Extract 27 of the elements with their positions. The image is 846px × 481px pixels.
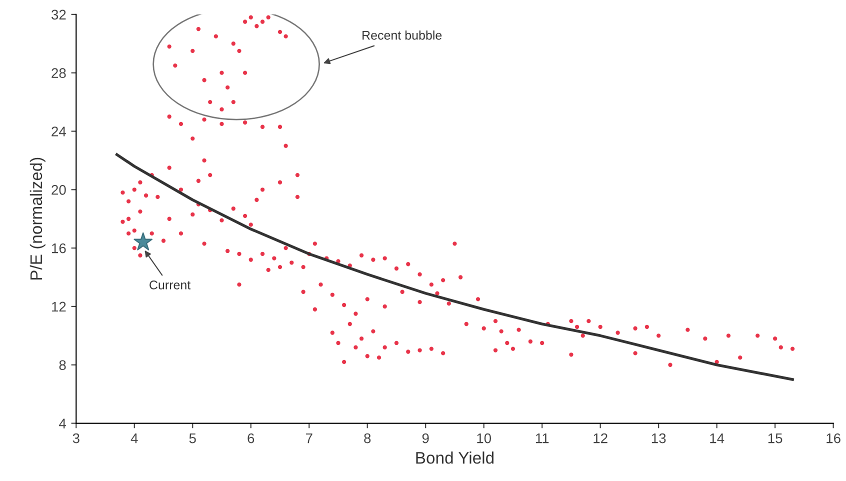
- x-tick-label: 15: [768, 434, 782, 444]
- x-tick-label: 5: [189, 434, 196, 444]
- x-axis-title: Bond Yield: [416, 452, 494, 464]
- y-axis-title: P/E (normalized): [30, 158, 46, 280]
- annotation: Current: [150, 280, 191, 290]
- y-tick-label: 28: [52, 68, 66, 78]
- x-tick-label: 9: [422, 433, 429, 444]
- x-tick-label: 11: [536, 434, 549, 444]
- x-tick-label: 10: [477, 433, 492, 444]
- x-tick-label: 12: [594, 433, 608, 444]
- x-tick-label: 16: [826, 433, 840, 444]
- y-tick-label: 16: [52, 243, 66, 254]
- x-tick-label: 6: [248, 433, 254, 444]
- y-tick-label: 20: [52, 184, 66, 195]
- x-tick-label: 3: [72, 433, 80, 444]
- y-tick-label: 8: [59, 360, 66, 370]
- y-tick-label: 12: [52, 302, 66, 312]
- y-tick-label: 4: [59, 418, 66, 428]
- y-tick-label: 32: [52, 10, 66, 20]
- y-tick-label: 24: [52, 126, 66, 136]
- x-tick-label: 13: [652, 433, 666, 444]
- x-tick-label: 14: [710, 434, 724, 444]
- annotation: Recent bubble: [362, 30, 442, 40]
- x-tick-label: 4: [130, 434, 138, 444]
- x-tick-label: 8: [364, 433, 371, 444]
- line-series: [116, 153, 794, 381]
- x-tick-label: 7: [306, 434, 312, 444]
